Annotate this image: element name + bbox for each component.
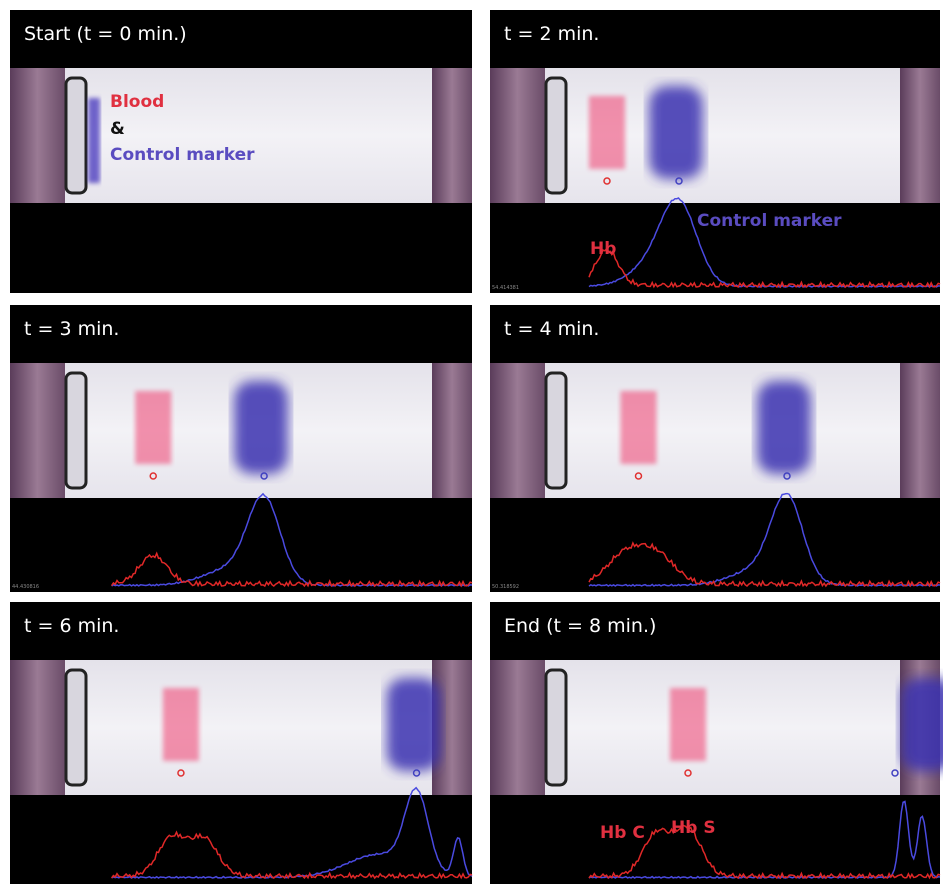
left-edge <box>10 363 65 498</box>
blue-dot <box>412 769 421 777</box>
panel: t = 6 min. <box>10 602 473 884</box>
hb-trace <box>110 551 473 588</box>
panel: End (t = 8 min.) Hb C Hb S <box>490 602 943 884</box>
panel-title: t = 2 min. <box>504 23 599 45</box>
annotation: Hb <box>590 239 616 259</box>
blue-dot <box>675 177 683 185</box>
blue-dot <box>783 472 791 480</box>
hb-trace <box>111 830 473 880</box>
well <box>64 371 88 490</box>
hb-band <box>670 688 706 761</box>
right-edge <box>900 68 940 203</box>
panel: t = 2 min. 54.414381 Hb Control marker <box>490 10 941 293</box>
blue-dot <box>260 472 268 480</box>
hb-band <box>620 391 657 464</box>
red-dot <box>177 769 185 777</box>
blue-dot <box>891 769 899 777</box>
left-edge <box>490 363 545 498</box>
hb-band <box>589 96 625 169</box>
annotation: & <box>110 119 125 139</box>
marker-band <box>757 381 811 474</box>
readout: 44.430816 <box>12 584 39 590</box>
red-dot <box>634 472 643 480</box>
well <box>544 76 568 195</box>
left-edge <box>490 68 545 203</box>
hb-trace <box>588 824 941 880</box>
well <box>544 668 568 787</box>
red-dot <box>603 177 611 185</box>
panel-title: t = 3 min. <box>24 318 119 340</box>
annotation: Hb C <box>600 823 645 843</box>
red-dot <box>149 472 157 480</box>
well <box>64 668 88 787</box>
hb-band <box>135 391 172 464</box>
marker-band <box>901 678 943 771</box>
hb-trace <box>588 247 941 289</box>
left-edge <box>10 68 65 203</box>
marker-trace <box>588 197 941 288</box>
panel-title: t = 4 min. <box>504 318 599 340</box>
panel-title: Start (t = 0 min.) <box>24 23 187 45</box>
annotation: Control marker <box>697 211 842 231</box>
annotation: Hb S <box>671 818 716 838</box>
marker-band <box>649 86 703 179</box>
marker-trace <box>111 492 473 587</box>
readout: 50.318592 <box>492 584 519 590</box>
left-edge <box>490 660 545 795</box>
annotation: Blood <box>110 92 164 112</box>
readout: 54.414381 <box>492 285 519 291</box>
hb-trace <box>588 541 941 588</box>
well <box>544 371 568 490</box>
hb-band <box>162 688 199 761</box>
left-edge <box>10 660 65 795</box>
right-edge <box>900 363 940 498</box>
marker-trace <box>588 492 941 587</box>
red-dot <box>684 769 692 777</box>
blue-band <box>88 98 100 183</box>
panel-title: End (t = 8 min.) <box>504 615 656 637</box>
right-edge <box>432 363 472 498</box>
marker-band <box>234 381 289 474</box>
right-edge <box>432 68 472 203</box>
panel: t = 4 min. 50.318592 <box>490 305 941 592</box>
panel: Start (t = 0 min.) Blood & Control marker <box>10 10 472 293</box>
panel-title: t = 6 min. <box>24 615 119 637</box>
marker-band <box>386 678 441 771</box>
panel: t = 3 min. 44.430816 <box>10 305 473 592</box>
annotation: Control marker <box>110 145 255 165</box>
well <box>64 76 88 195</box>
